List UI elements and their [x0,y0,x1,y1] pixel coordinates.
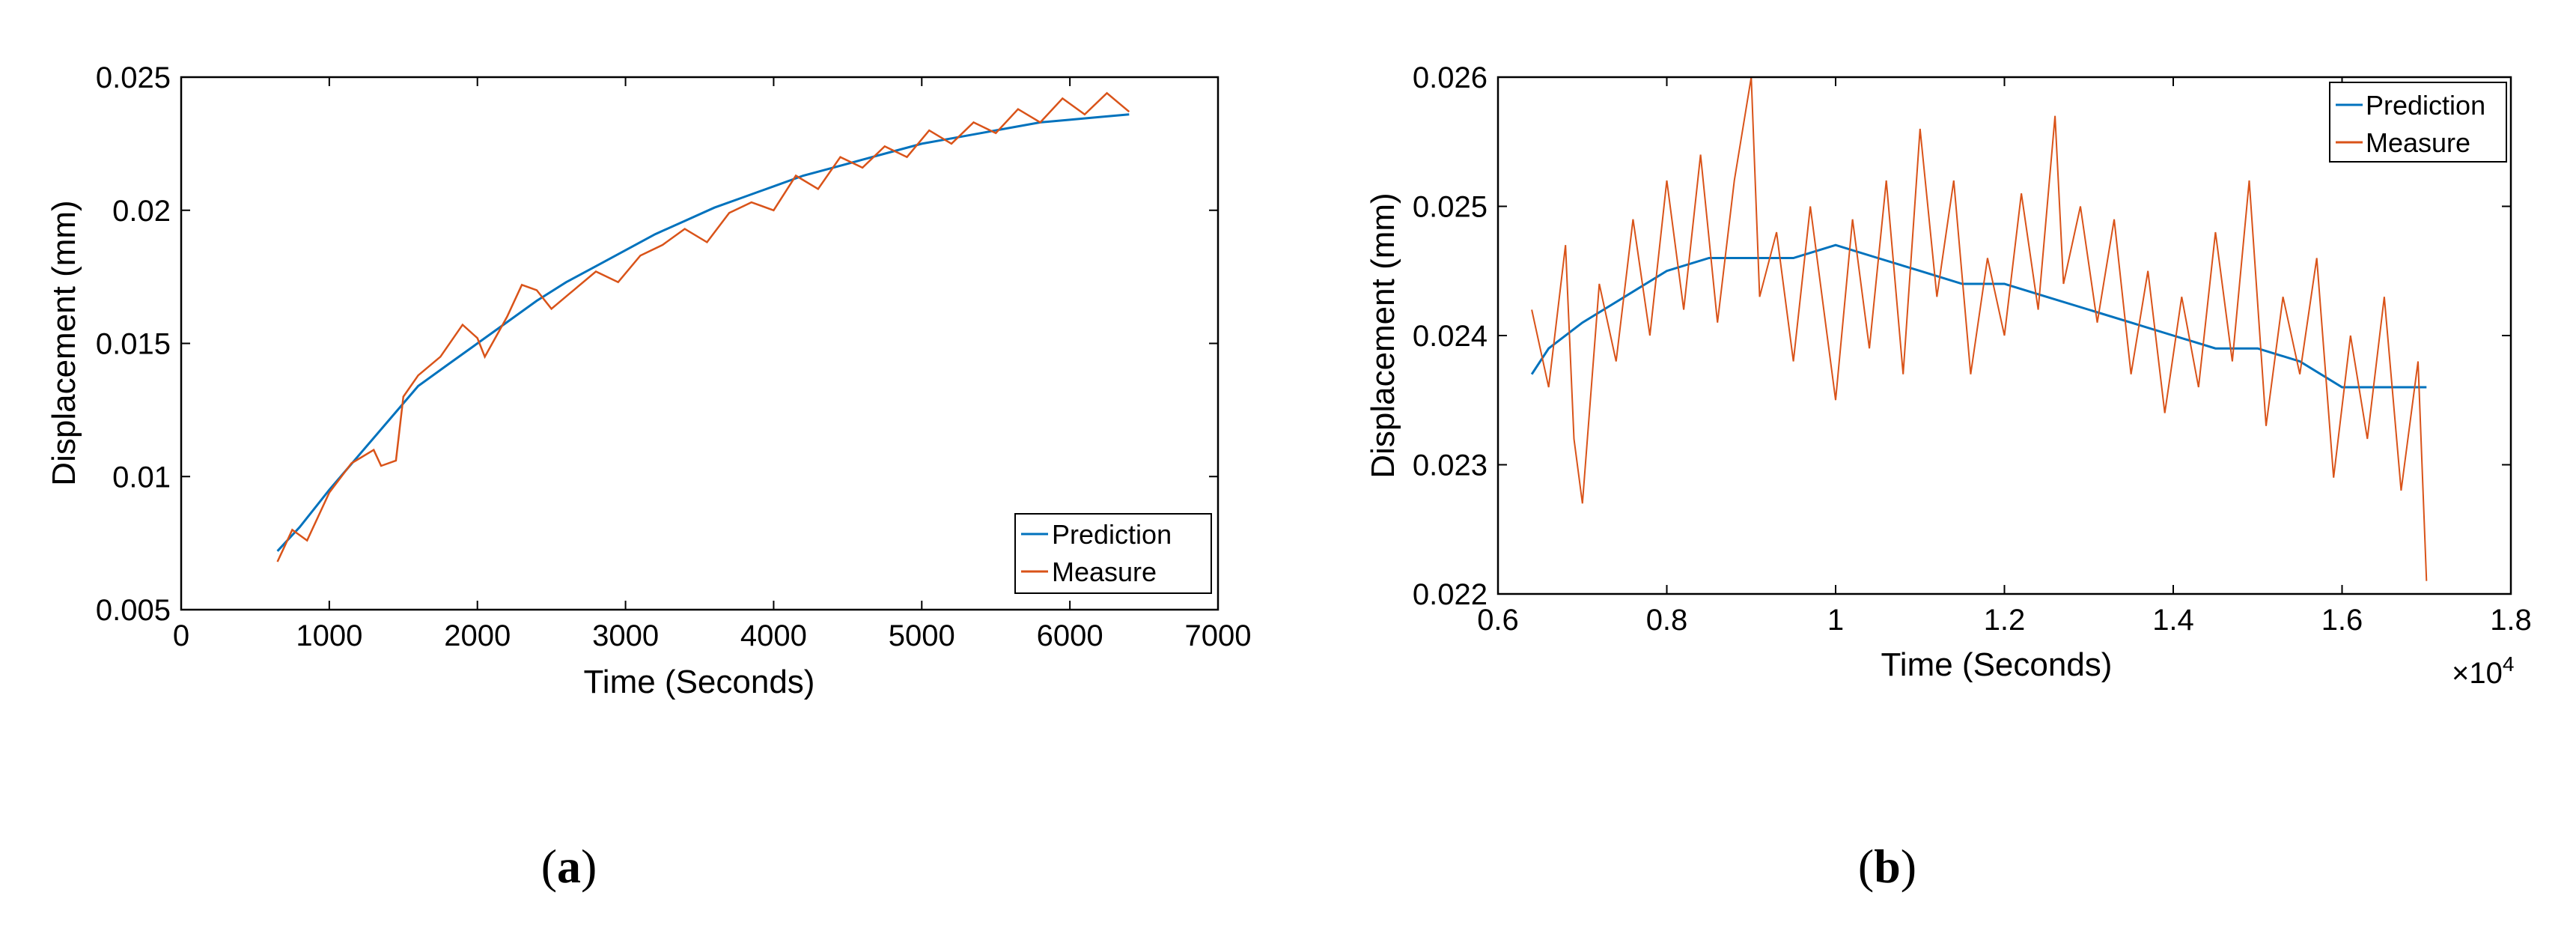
chart-b-ylabel: Displacement (mm) [1365,192,1401,478]
chart-a-x-tick-label: 5000 [889,619,955,652]
chart-a: 0 1000 2000 3000 4000 5000 6000 7000 0.0050.010… [46,61,1251,893]
chart-a-x-tick-label: 4000 [740,619,807,652]
chart-a-y-tick-label: 0.005 [96,594,171,627]
chart-b-x-tick-label: 1.2 [1984,604,2026,637]
chart-a-y-tick-label: 0.025 [96,61,171,94]
chart-a-series-measure [276,91,1130,562]
chart-b-x-tick-label: 1.4 [2152,604,2194,637]
chart-a-y-tick-label: 0.01 [112,461,171,494]
chart-b-y-tick-label: 0.023 [1413,449,1488,482]
chart-b-y-tick-label: 0.025 [1413,191,1488,224]
chart-a-y-tick-label: 0.015 [96,328,171,361]
chart-a-xlabel: Time (Seconds) [584,664,815,700]
chart-b-x-tick-label: 0.6 [1477,604,1519,637]
chart-a-y-tick-label: 0.02 [112,195,171,228]
chart-a-x-tick-label: 0 [173,619,189,652]
chart-b-legend: Prediction Measure [2329,82,2507,163]
chart-b-y-tick-label: 0.022 [1413,578,1488,611]
chart-b-y-tick-label: 0.024 [1413,320,1488,353]
chart-a-axes-box [180,76,1220,611]
chart-b-xlabel: Time (Seconds) [1881,646,2113,683]
chart-b-legend-prediction-label: Prediction [2366,90,2485,121]
chart-b-x-tick-label: 1 [1827,604,1844,637]
chart-a-x-tick-label: 2000 [444,619,511,652]
chart-b-x-tick-labels: 0.6 0.8 1 1.2 1.4 1.6 1.8 [1477,604,2532,637]
chart-b: 0.6 0.8 1 1.2 1.4 1.6 1.8 0.022 0.023 0.024 0.025… [1365,61,2532,893]
chart-a-legend: Prediction Measure [1014,513,1212,594]
chart-a-x-tick-label: 3000 [592,619,659,652]
chart-b-x-tick-label: 1.6 [2321,604,2363,637]
chart-a-legend-prediction-label: Prediction [1052,519,1172,550]
chart-b-x-tick-label: 0.8 [1646,604,1688,637]
chart-b-y-tick-labels: 0.022 0.023 0.024 0.025 0.026 [1413,61,1488,611]
chart-a-ylabel: Displacement (mm) [46,200,82,485]
chart-a-y-tick-labels: 0.005 0.01 0.015 0.02 0.025 [96,61,171,627]
chart-a-caption: (a) [541,840,597,893]
chart-b-x-multiplier: ×104 [2452,652,2514,690]
chart-a-x-tick-labels: 0 1000 2000 3000 4000 5000 6000 7000 [173,619,1252,652]
chart-a-x-tick-label: 7000 [1185,619,1252,652]
chart-a-legend-measure-label: Measure [1052,556,1157,587]
chart-b-axes-box [1496,76,2512,595]
chart-b-caption: (b) [1858,840,1916,893]
chart-b-legend-measure-label: Measure [2366,127,2470,158]
chart-a-x-tick-label: 1000 [296,619,362,652]
chart-a-x-tick-label: 6000 [1037,619,1103,652]
chart-b-series-measure [1531,77,2428,581]
chart-a-series-prediction [276,113,1130,552]
chart-b-x-tick-label: 1.8 [2490,604,2532,637]
chart-b-y-tick-label: 0.026 [1413,61,1488,94]
